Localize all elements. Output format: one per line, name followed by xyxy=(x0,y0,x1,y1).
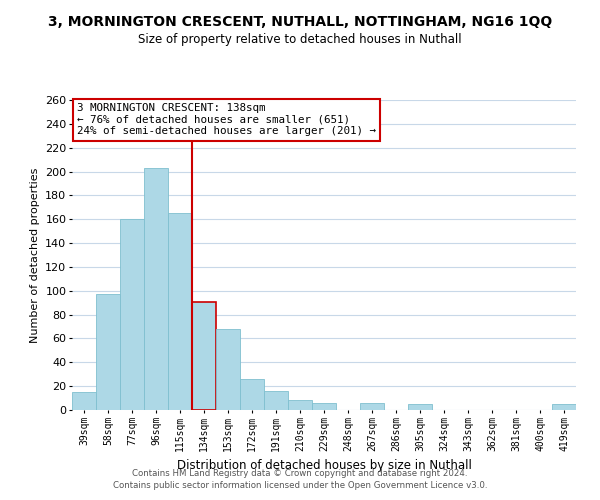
Bar xyxy=(168,214,192,410)
Bar xyxy=(360,403,384,410)
Y-axis label: Number of detached properties: Number of detached properties xyxy=(29,168,40,342)
Text: Contains HM Land Registry data © Crown copyright and database right 2024.
Contai: Contains HM Land Registry data © Crown c… xyxy=(113,468,487,490)
Bar xyxy=(552,404,576,410)
Bar xyxy=(144,168,168,410)
Bar xyxy=(312,403,336,410)
Bar xyxy=(120,219,144,410)
Bar xyxy=(96,294,120,410)
Bar xyxy=(192,302,216,410)
Bar xyxy=(408,404,432,410)
Bar xyxy=(216,329,240,410)
Text: Size of property relative to detached houses in Nuthall: Size of property relative to detached ho… xyxy=(138,32,462,46)
X-axis label: Distribution of detached houses by size in Nuthall: Distribution of detached houses by size … xyxy=(176,459,472,472)
Bar xyxy=(240,379,264,410)
Bar xyxy=(264,391,288,410)
Bar xyxy=(288,400,312,410)
Bar xyxy=(72,392,96,410)
Text: 3 MORNINGTON CRESCENT: 138sqm
← 76% of detached houses are smaller (651)
24% of : 3 MORNINGTON CRESCENT: 138sqm ← 76% of d… xyxy=(77,103,376,136)
Text: 3, MORNINGTON CRESCENT, NUTHALL, NOTTINGHAM, NG16 1QQ: 3, MORNINGTON CRESCENT, NUTHALL, NOTTING… xyxy=(48,15,552,29)
